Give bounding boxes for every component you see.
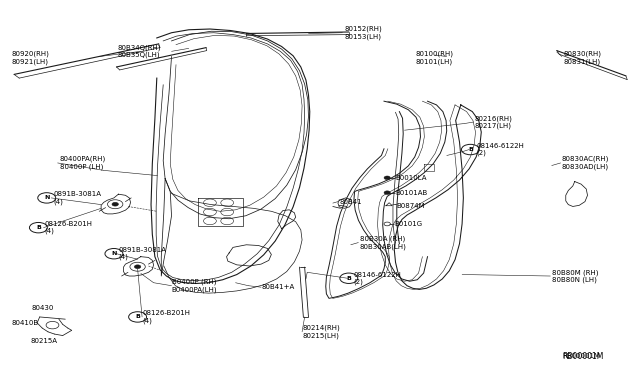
Text: RB00001M: RB00001M: [562, 353, 600, 359]
Text: 80100(RH)
80101(LH): 80100(RH) 80101(LH): [416, 51, 454, 65]
Text: 08126-B201H
(4): 08126-B201H (4): [45, 221, 93, 234]
Text: N: N: [44, 195, 49, 201]
Circle shape: [134, 265, 141, 269]
Circle shape: [384, 191, 390, 195]
Text: N: N: [111, 251, 116, 256]
Text: 80400PA(RH)
80400P (LH): 80400PA(RH) 80400P (LH): [60, 156, 106, 170]
Text: 08146-6122H
(2): 08146-6122H (2): [353, 272, 401, 285]
Text: 80B41+A: 80B41+A: [261, 284, 294, 290]
Text: RB00001M: RB00001M: [562, 352, 604, 361]
Text: 80410B: 80410B: [12, 320, 38, 326]
Text: 80152(RH)
80153(LH): 80152(RH) 80153(LH): [344, 26, 382, 40]
Text: B0010LA: B0010LA: [396, 175, 427, 181]
Text: B0400P (RH)
B0400PA(LH): B0400P (RH) B0400PA(LH): [172, 279, 217, 293]
Text: 08146-6122H
(2): 08146-6122H (2): [477, 143, 525, 156]
Text: B: B: [36, 225, 41, 230]
Text: 80830AC(RH)
80830AD(LH): 80830AC(RH) 80830AD(LH): [562, 156, 609, 170]
Text: 80B80M (RH)
80B80N (LH): 80B80M (RH) 80B80N (LH): [552, 269, 598, 283]
Text: B: B: [468, 147, 473, 152]
Text: 08126-B201H
(4): 08126-B201H (4): [142, 310, 190, 324]
Text: B0101G: B0101G: [394, 221, 422, 227]
Circle shape: [384, 176, 390, 180]
Text: 80830(RH)
80831(LH): 80830(RH) 80831(LH): [563, 51, 601, 65]
Text: B: B: [346, 276, 351, 281]
Text: 80216(RH)
80217(LH): 80216(RH) 80217(LH): [475, 115, 513, 129]
Text: 80214(RH)
80215(LH): 80214(RH) 80215(LH): [302, 325, 340, 339]
Text: 80B34Q(RH)
80B35Q(LH): 80B34Q(RH) 80B35Q(LH): [117, 44, 161, 58]
Circle shape: [112, 202, 118, 206]
Text: B0874M: B0874M: [397, 203, 426, 209]
Text: 0891B-3081A
(4): 0891B-3081A (4): [53, 191, 101, 205]
Text: 80B41: 80B41: [339, 199, 362, 205]
Text: 0891B-3081A
(4): 0891B-3081A (4): [118, 247, 166, 260]
Text: 80920(RH)
80921(LH): 80920(RH) 80921(LH): [12, 51, 49, 65]
Text: 80B30A (RH)
80B30AB(LH): 80B30A (RH) 80B30AB(LH): [360, 235, 406, 250]
Text: 80430: 80430: [32, 305, 54, 311]
Text: B: B: [135, 314, 140, 320]
Text: 80215A: 80215A: [31, 339, 58, 344]
Text: B0101AB: B0101AB: [396, 190, 428, 196]
